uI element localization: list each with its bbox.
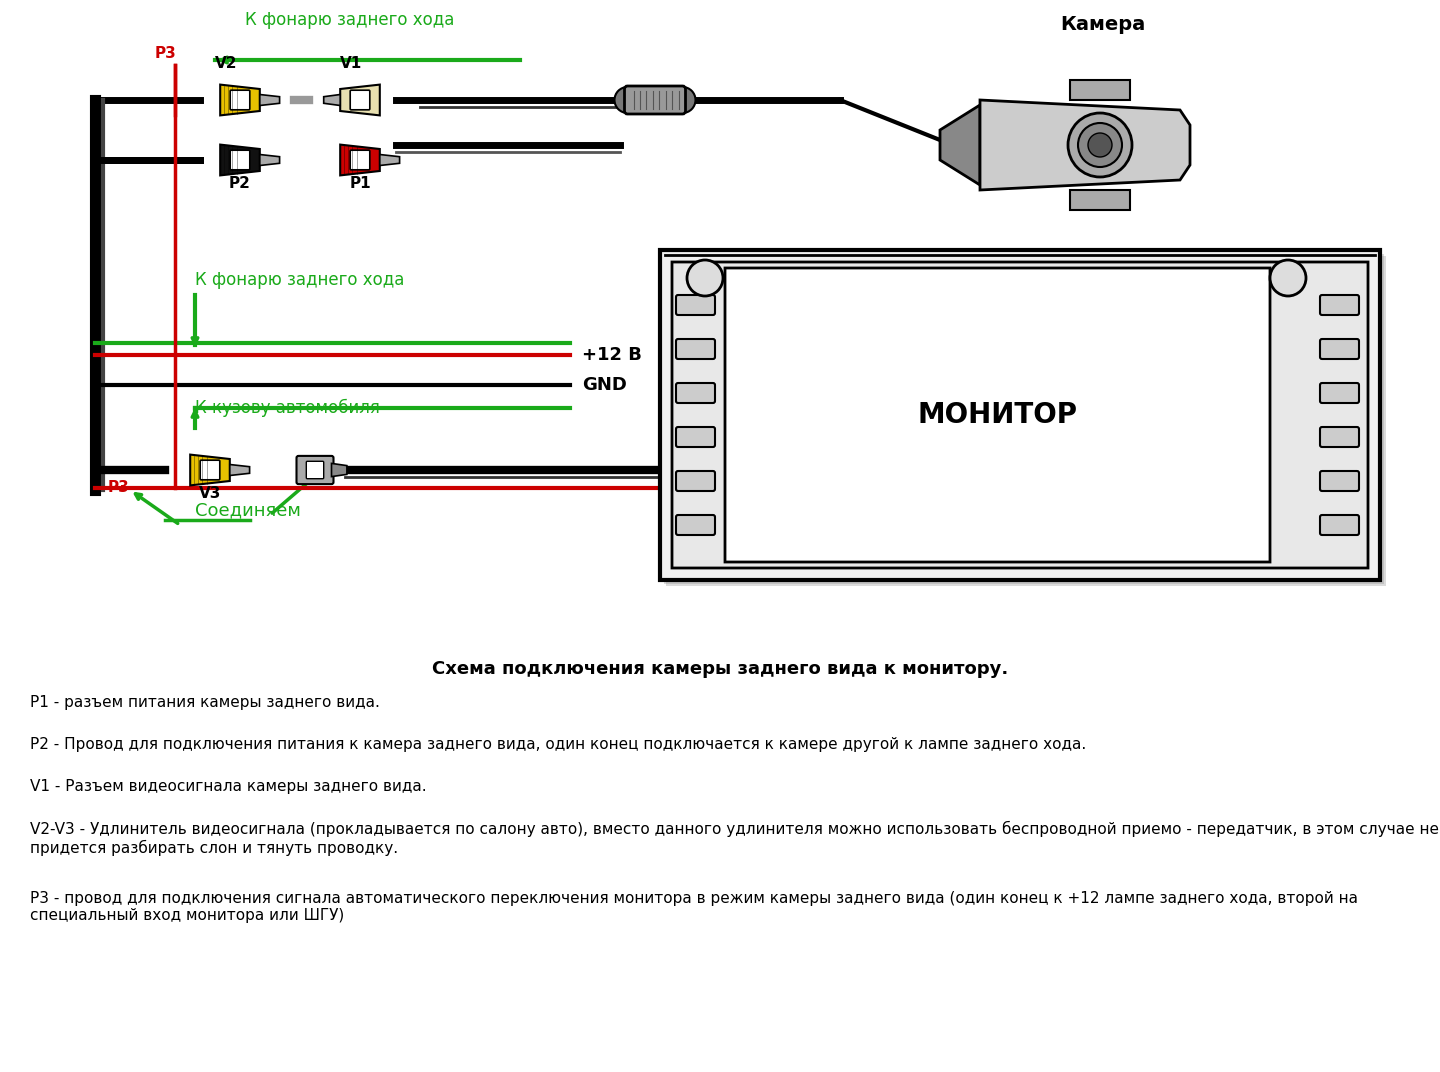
FancyBboxPatch shape xyxy=(660,250,1380,580)
Text: P2 - Провод для подключения питания к камера заднего вида, один конец подключает: P2 - Провод для подключения питания к ка… xyxy=(30,738,1086,751)
Text: Р3 - провод для подключения сигнала автоматического переключения монитора в режи: Р3 - провод для подключения сигнала авто… xyxy=(30,891,1358,923)
FancyBboxPatch shape xyxy=(675,471,716,491)
Text: V1: V1 xyxy=(340,56,363,71)
FancyBboxPatch shape xyxy=(724,268,1270,562)
Text: К фонарю заднего хода: К фонарю заднего хода xyxy=(194,271,405,289)
Text: V1 - Разъем видеосигнала камеры заднего вида.: V1 - Разъем видеосигнала камеры заднего … xyxy=(30,779,426,794)
Circle shape xyxy=(670,87,696,113)
FancyBboxPatch shape xyxy=(230,90,249,109)
Circle shape xyxy=(1068,113,1132,177)
Text: Схема подключения камеры заднего вида к монитору.: Схема подключения камеры заднего вида к … xyxy=(432,660,1008,678)
FancyBboxPatch shape xyxy=(1320,339,1359,359)
FancyBboxPatch shape xyxy=(1320,295,1359,315)
FancyBboxPatch shape xyxy=(1320,471,1359,491)
Text: P3: P3 xyxy=(156,46,177,61)
Text: P3: P3 xyxy=(108,480,130,495)
Polygon shape xyxy=(190,455,230,486)
Text: P2: P2 xyxy=(229,176,251,191)
Text: К фонарю заднего хода: К фонарю заднего хода xyxy=(245,11,455,29)
Polygon shape xyxy=(230,464,249,476)
FancyBboxPatch shape xyxy=(675,339,716,359)
FancyBboxPatch shape xyxy=(1320,427,1359,447)
FancyBboxPatch shape xyxy=(625,86,685,114)
Polygon shape xyxy=(259,94,279,105)
Circle shape xyxy=(1089,133,1112,157)
Polygon shape xyxy=(220,85,259,116)
FancyBboxPatch shape xyxy=(664,254,1384,584)
Text: P1 - разъем питания камеры заднего вида.: P1 - разъем питания камеры заднего вида. xyxy=(30,695,380,710)
Text: +12 В: +12 В xyxy=(582,346,642,364)
Text: P1: P1 xyxy=(348,176,372,191)
FancyBboxPatch shape xyxy=(200,460,220,480)
FancyBboxPatch shape xyxy=(1320,515,1359,535)
Polygon shape xyxy=(220,145,259,176)
FancyBboxPatch shape xyxy=(297,456,334,485)
Text: Соединяем: Соединяем xyxy=(194,501,301,519)
Polygon shape xyxy=(259,154,279,165)
Polygon shape xyxy=(380,154,400,165)
FancyBboxPatch shape xyxy=(350,150,370,169)
Text: К кузову автомобиля: К кузову автомобиля xyxy=(194,399,380,417)
FancyBboxPatch shape xyxy=(1320,383,1359,403)
Text: V2-V3 - Удлинитель видеосигнала (прокладывается по салону авто), вместо данного : V2-V3 - Удлинитель видеосигнала (проклад… xyxy=(30,821,1439,855)
Text: МОНИТОР: МОНИТОР xyxy=(917,401,1077,429)
FancyBboxPatch shape xyxy=(675,515,716,535)
FancyBboxPatch shape xyxy=(350,90,370,109)
Circle shape xyxy=(615,87,641,113)
FancyBboxPatch shape xyxy=(662,252,1382,582)
Polygon shape xyxy=(981,100,1189,190)
Polygon shape xyxy=(1070,190,1130,210)
Polygon shape xyxy=(324,94,340,105)
Circle shape xyxy=(1079,123,1122,167)
Circle shape xyxy=(687,260,723,296)
FancyBboxPatch shape xyxy=(307,461,324,479)
FancyBboxPatch shape xyxy=(230,150,249,169)
FancyBboxPatch shape xyxy=(672,262,1368,568)
Polygon shape xyxy=(340,85,380,116)
FancyBboxPatch shape xyxy=(675,295,716,315)
Circle shape xyxy=(1270,260,1306,296)
Polygon shape xyxy=(331,463,347,477)
Text: V3: V3 xyxy=(199,486,222,501)
Polygon shape xyxy=(340,145,380,176)
Text: Камера: Камера xyxy=(1060,15,1145,34)
Text: GND: GND xyxy=(582,376,626,394)
Polygon shape xyxy=(940,105,981,185)
FancyBboxPatch shape xyxy=(665,256,1385,586)
FancyBboxPatch shape xyxy=(675,383,716,403)
FancyBboxPatch shape xyxy=(675,427,716,447)
Text: V2: V2 xyxy=(215,56,238,71)
Polygon shape xyxy=(1070,80,1130,100)
